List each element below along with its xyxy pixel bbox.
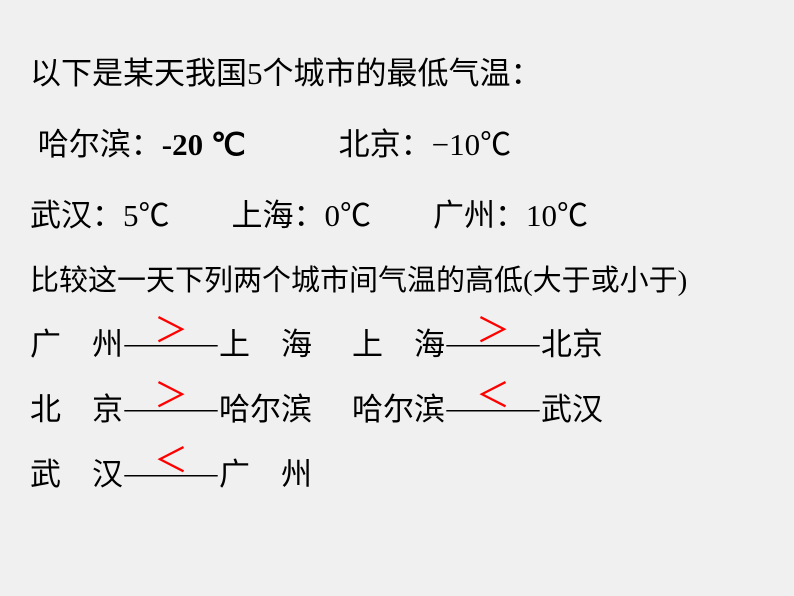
dash-text-5: ——— (125, 455, 218, 490)
compare-row-2: 北 京 ＞ ——— 哈尔滨 哈尔滨 ＜ ——— 武汉 (30, 384, 764, 429)
dash-1: ＞ ——— (123, 327, 219, 363)
gap1 (246, 127, 339, 162)
gap2 (170, 198, 232, 233)
shanghai-temp: 0℃ (325, 198, 372, 233)
pair-4: 哈尔滨 ＜ ——— 武汉 (352, 384, 603, 429)
dash-text-2: ——— (447, 325, 540, 360)
dash-4: ＜ ——— (445, 392, 541, 428)
wuhan-label: 武汉： (30, 198, 123, 233)
city-guangzhou-2: 广 州 (219, 449, 312, 494)
city-wuhan-2: 武 汉 (30, 449, 123, 494)
city-harbin-2: 哈尔滨 (352, 384, 445, 429)
city-beijing-2: 北 京 (30, 384, 123, 429)
harbin-label-text: 哈尔滨： (38, 127, 162, 162)
city-shanghai-2: 上 海 (352, 319, 445, 364)
dash-5: ＜ ——— (123, 457, 219, 493)
title-text: 以下是某天我国5个城市的最低气温： (30, 48, 764, 93)
city-guangzhou: 广 州 (30, 319, 123, 364)
dash-text-4: ——— (447, 390, 540, 425)
data-line-1: 哈尔滨：-20 ℃ 北京：−10℃ (30, 119, 764, 164)
compare-title: 比较这一天下列两个城市间气温的高低(大于或小于) (30, 257, 764, 299)
dash-text-3: ——— (125, 390, 218, 425)
data-line-2: 武汉：5℃ 上海：0℃ 广州：10℃ (30, 190, 764, 235)
title-content: 以下是某天我国5个城市的最低气温： (30, 56, 542, 91)
city-harbin: 哈尔滨 (219, 384, 312, 429)
pair-1: 广 州 ＞ ——— 上 海 (30, 319, 312, 364)
dash-2: ＞ ——— (445, 327, 541, 363)
wuhan-temp: 5℃ (123, 198, 170, 233)
guangzhou-label: 广州： (433, 198, 526, 233)
dash-text-1: ——— (125, 325, 218, 360)
city-wuhan: 武汉 (541, 384, 603, 429)
harbin-label (30, 127, 38, 162)
harbin-temp: -20 ℃ (162, 127, 246, 162)
compare-row-1: 广 州 ＞ ——— 上 海 上 海 ＞ ——— 北京 (30, 319, 764, 364)
gap3 (371, 198, 433, 233)
beijing-temp: −10℃ (432, 127, 511, 162)
pair-2: 上 海 ＞ ——— 北京 (352, 319, 603, 364)
city-shanghai: 上 海 (219, 319, 312, 364)
pair-5: 武 汉 ＜ ——— 广 州 (30, 449, 312, 494)
dash-3: ＞ ——— (123, 392, 219, 428)
compare-row-3: 武 汉 ＜ ——— 广 州 (30, 449, 764, 494)
beijing-label: 北京： (339, 127, 432, 162)
compare-title-text: 比较这一天下列两个城市间气温的高低(大于或小于) (30, 265, 687, 297)
guangzhou-temp: 10℃ (526, 198, 588, 233)
city-beijing: 北京 (541, 319, 603, 364)
shanghai-label: 上海： (232, 198, 325, 233)
pair-3: 北 京 ＞ ——— 哈尔滨 (30, 384, 312, 429)
